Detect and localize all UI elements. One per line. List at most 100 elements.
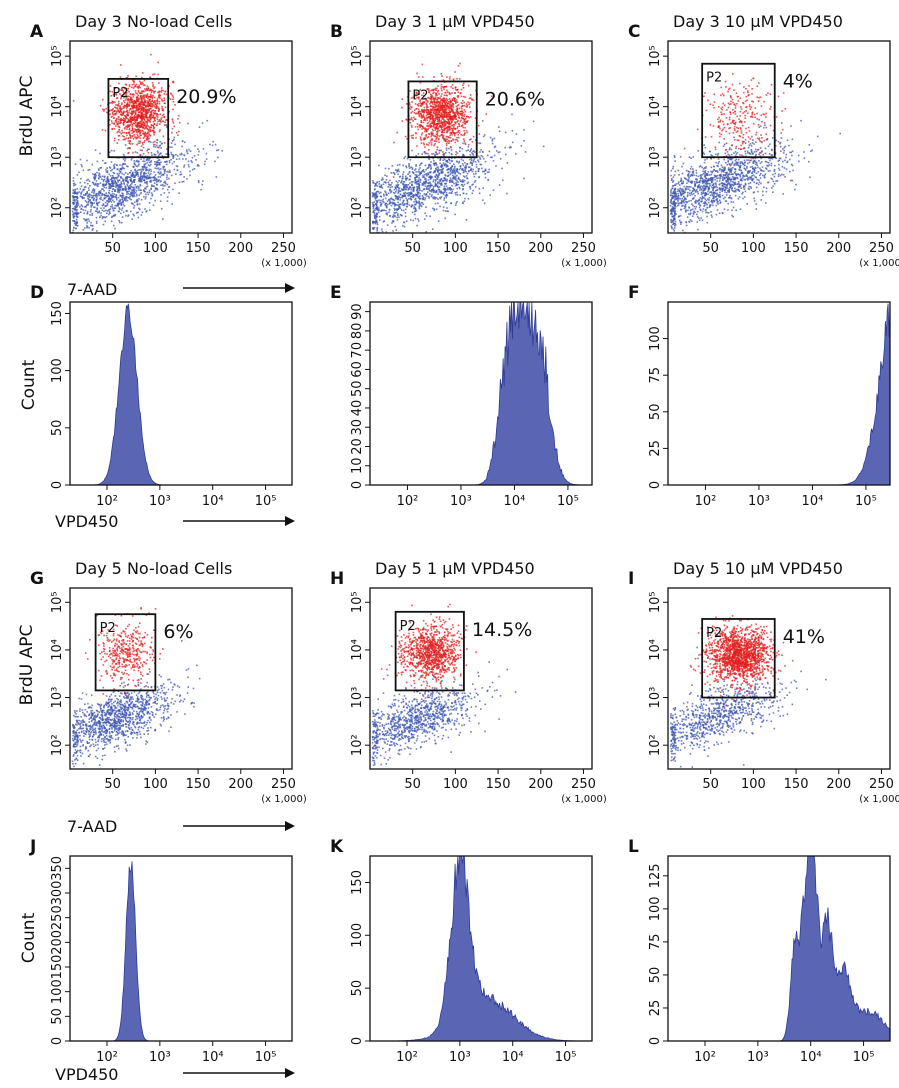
event-dot xyxy=(165,182,167,185)
event-dot xyxy=(479,158,482,160)
event-dot xyxy=(421,94,423,96)
event-dot xyxy=(140,109,143,111)
event-dot xyxy=(124,83,127,86)
event-dot xyxy=(171,146,173,148)
event-dot xyxy=(88,193,91,195)
event-dot xyxy=(419,102,421,104)
event-dot xyxy=(471,184,473,186)
event-dot xyxy=(117,184,119,186)
event-dot xyxy=(128,120,130,123)
event-dot xyxy=(495,165,497,167)
event-dot xyxy=(152,85,154,88)
event-dot xyxy=(482,187,484,189)
event-dot xyxy=(458,125,461,127)
event-dot xyxy=(432,107,434,109)
event-dot xyxy=(125,76,128,79)
event-dot xyxy=(428,116,430,119)
event-dot xyxy=(163,172,166,174)
event-dot xyxy=(431,95,434,98)
event-dot xyxy=(405,177,408,179)
event-dot xyxy=(121,166,124,168)
event-dot xyxy=(385,182,387,184)
event-dot xyxy=(130,159,133,161)
event-dot xyxy=(447,101,450,103)
event-dot xyxy=(147,89,149,92)
event-dot xyxy=(105,183,108,185)
event-dot xyxy=(417,186,420,188)
event-dot xyxy=(406,177,409,180)
event-dot xyxy=(139,86,141,89)
event-dot xyxy=(108,179,110,182)
event-dot xyxy=(121,198,123,201)
event-dot xyxy=(456,113,459,116)
event-dot xyxy=(106,169,109,172)
event-dot xyxy=(148,116,151,118)
event-dot xyxy=(114,180,116,182)
event-dot xyxy=(113,117,115,119)
event-dot xyxy=(433,118,436,120)
event-dot xyxy=(378,209,380,212)
event-dot xyxy=(441,115,444,118)
event-dot xyxy=(107,178,110,181)
event-dot xyxy=(141,178,143,180)
event-dot xyxy=(112,194,114,197)
event-dot xyxy=(438,179,441,181)
event-dot xyxy=(464,162,466,164)
event-dot xyxy=(131,128,134,130)
event-dot xyxy=(112,171,115,174)
event-dot xyxy=(388,211,390,213)
event-dot xyxy=(374,241,376,243)
event-dot xyxy=(467,84,470,87)
event-dot xyxy=(80,193,82,195)
event-dot xyxy=(156,184,158,186)
event-dot xyxy=(91,204,93,206)
event-dot xyxy=(411,137,413,139)
event-dot xyxy=(131,118,134,121)
event-dot xyxy=(171,118,174,120)
event-dot xyxy=(142,132,145,135)
panel-title: Day 3 No-load Cells xyxy=(75,12,232,31)
event-dot xyxy=(429,140,432,142)
event-dot xyxy=(175,165,178,167)
event-dot xyxy=(450,140,452,142)
event-dot xyxy=(384,204,387,206)
event-dot xyxy=(166,126,168,129)
event-dot xyxy=(458,107,461,110)
event-dot xyxy=(145,96,147,98)
event-dot xyxy=(449,128,452,130)
event-dot xyxy=(152,129,155,132)
event-dot xyxy=(124,119,127,122)
event-dot xyxy=(164,184,166,187)
event-dot xyxy=(449,189,452,191)
event-dot xyxy=(124,101,126,104)
event-dot xyxy=(91,202,93,204)
event-dot xyxy=(678,174,680,176)
event-dot xyxy=(106,167,108,169)
event-dot xyxy=(150,101,152,103)
event-dot xyxy=(458,117,461,119)
event-dot xyxy=(133,179,135,182)
event-dot xyxy=(122,167,125,169)
event-dot xyxy=(378,183,381,185)
event-dot xyxy=(433,107,436,109)
event-dot xyxy=(375,184,377,186)
event-dot xyxy=(121,195,123,197)
event-dot xyxy=(433,76,435,78)
event-dot xyxy=(438,106,441,108)
event-dot xyxy=(125,196,127,198)
event-dot xyxy=(452,138,454,140)
event-dot xyxy=(145,120,148,123)
event-dot xyxy=(106,180,108,182)
event-dot xyxy=(425,110,428,113)
event-dot xyxy=(435,168,438,171)
event-dot xyxy=(139,183,142,186)
event-dot xyxy=(136,92,139,95)
event-dot xyxy=(399,193,402,196)
event-dot xyxy=(149,128,151,131)
event-dot xyxy=(749,178,751,180)
event-dot xyxy=(423,101,425,104)
event-dot xyxy=(93,190,96,193)
event-dot xyxy=(99,182,102,184)
event-dot xyxy=(157,179,159,182)
event-dot xyxy=(429,190,431,192)
